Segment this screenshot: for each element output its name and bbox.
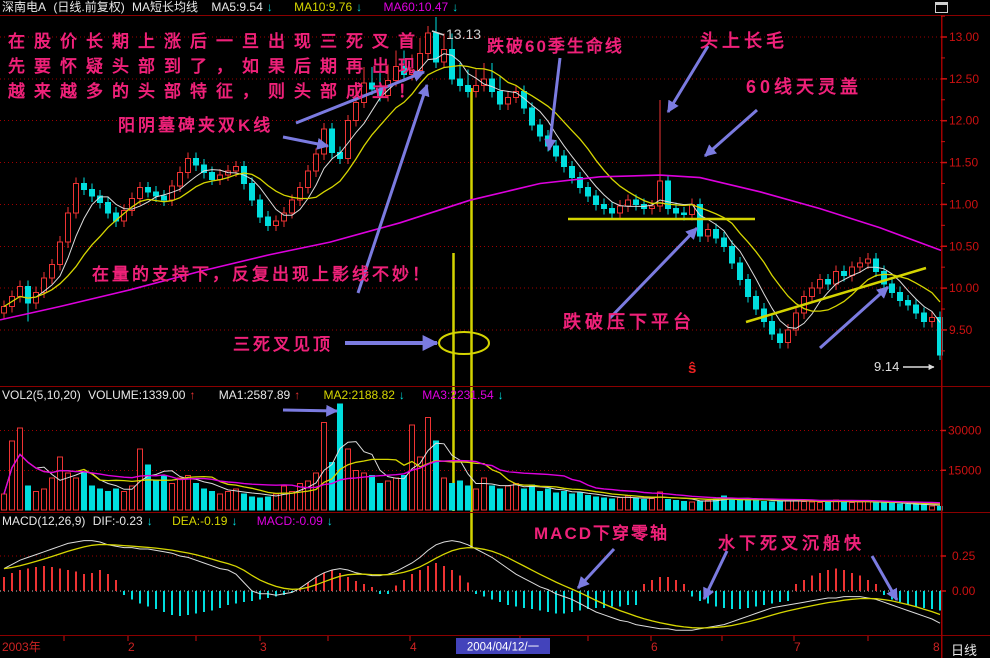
svg-text:13.00: 13.00: [949, 30, 979, 44]
annotation-tombstone-kline: 阳阴墓碑夹双K线: [118, 116, 274, 135]
svg-text:10.00: 10.00: [949, 281, 979, 295]
down-arrow-icon: ↓: [452, 0, 459, 14]
annotation-headline-line2: 先要怀疑头部到了，如果后期再出现: [8, 57, 424, 76]
svg-text:15000: 15000: [948, 463, 982, 477]
volume-value: VOLUME:1339.00: [88, 388, 186, 402]
annotation-break-platform: 跌破压下平台: [563, 312, 695, 332]
macd-header: MACD(12,26,9) DIF:-0.23 ↓ DEA:-0.19 ↓ MACD…: [2, 514, 337, 529]
ma60-value: MA60:10.47: [383, 0, 449, 14]
svg-text:12.50: 12.50: [949, 72, 979, 86]
ma5-value: MA5:9.54: [211, 0, 263, 14]
chart-mode-label: (日线.前复权): [53, 0, 125, 14]
svg-text:11.50: 11.50: [949, 156, 978, 170]
period-label[interactable]: 日线: [951, 643, 978, 658]
indicator-name: MA短长均线: [132, 0, 199, 14]
up-arrow-icon: ↑: [189, 388, 196, 402]
main-header: 深南电A (日线.前复权) MA短长均线 MA5:9.54 ↓ MA10:9.76…: [2, 0, 462, 15]
macd-indicator-name: MACD(12,26,9): [2, 514, 86, 528]
restore-window-icon[interactable]: [935, 2, 948, 13]
svg-text:3: 3: [260, 640, 267, 654]
down-arrow-icon: ↓: [326, 514, 333, 528]
down-arrow-icon: ↓: [497, 388, 504, 402]
annotation-underwater-death-cross: 水下死叉沉船快: [718, 534, 865, 553]
svg-text:30000: 30000: [948, 424, 982, 438]
annotation-three-death-cross-top: 三死叉见顶: [233, 335, 333, 354]
svg-text:2003年: 2003年: [2, 640, 41, 654]
dea-value: DEA:-0.19: [172, 514, 228, 528]
svg-text:12.00: 12.00: [949, 114, 979, 128]
low-price-label: 9.14: [874, 359, 900, 374]
down-arrow-icon: ↓: [231, 514, 238, 528]
annotation-macd-cross-zero: MACD下穿零轴: [534, 524, 669, 543]
annotation-upper-shadow-warning: 在量的支持下，反复出现上影线不妙！: [92, 265, 432, 284]
svg-text:8: 8: [933, 640, 940, 654]
down-arrow-icon: ↓: [356, 0, 363, 14]
vol-ma2-value: MA2:2188.82: [323, 388, 395, 402]
svg-text:6: 6: [651, 640, 658, 654]
annotation-60-line-ceiling: 60线天灵盖: [746, 77, 863, 97]
volume-header: VOL2(5,10,20) VOLUME:1339.00 ↑ MA1:2587.8…: [2, 388, 508, 403]
svg-text:2: 2: [128, 640, 135, 654]
vol-ma1-value: MA1:2587.89: [218, 388, 291, 402]
annotation-headline-line3: 越来越多的头部特征，则头部成立！: [8, 82, 424, 101]
stock-title: 深南电A: [2, 0, 47, 14]
svg-text:4: 4: [410, 640, 417, 654]
up-arrow-icon: ↑: [294, 388, 301, 402]
down-arrow-icon: ↓: [146, 514, 153, 528]
annotation-hair-on-head: 头上长毛: [700, 31, 788, 51]
down-arrow-icon: ↓: [398, 388, 405, 402]
macd-value: MACD:-0.09: [256, 514, 323, 528]
svg-text:7: 7: [794, 640, 801, 654]
sell-signal-marker: ŝ: [688, 360, 697, 377]
dif-value: DIF:-0.23: [92, 514, 143, 528]
svg-text:2004/04/12/一: 2004/04/12/一: [467, 642, 540, 654]
ma10-value: MA10:9.76: [294, 0, 353, 14]
vol-indicator-name: VOL2(5,10,20): [2, 388, 81, 402]
annotation-break-60-lifeline: 跌破60季生命线: [487, 37, 624, 56]
svg-text:9.50: 9.50: [949, 323, 973, 337]
peak-price-label: 13.13: [446, 26, 482, 42]
svg-text:0.00: 0.00: [952, 584, 976, 598]
down-arrow-icon: ↓: [266, 0, 273, 14]
svg-text:11.00: 11.00: [949, 197, 978, 211]
annotation-headline-line1: 在股价长期上涨后一旦出现三死叉首: [8, 32, 424, 51]
svg-text:10.50: 10.50: [949, 239, 979, 253]
svg-text:0.25: 0.25: [952, 549, 976, 563]
vol-ma3-value: MA3:2231.54: [422, 388, 494, 402]
